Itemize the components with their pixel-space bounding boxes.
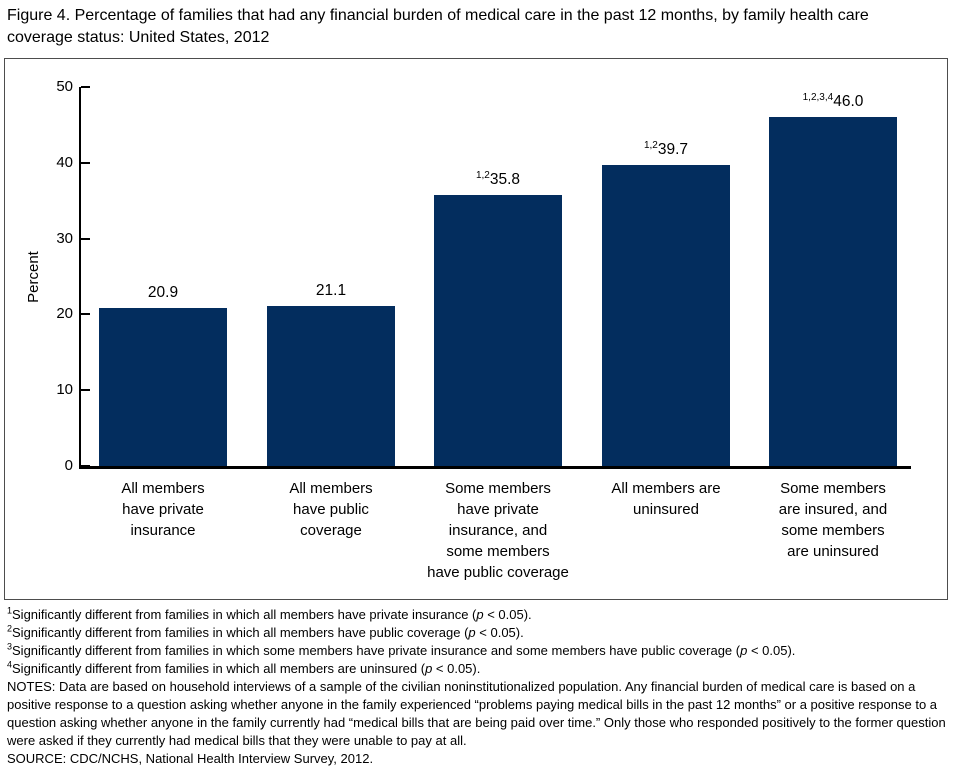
y-tick: [81, 237, 90, 240]
y-tick: [81, 465, 90, 467]
x-tick-label: Some members are insured, and some membe…: [778, 480, 888, 560]
y-tick: [81, 86, 90, 88]
bar-value-label: 1,2,3,446.0: [802, 91, 864, 110]
bar: [602, 165, 730, 466]
bar: [769, 117, 897, 466]
footnotes: 1Significantly different from families i…: [7, 606, 953, 678]
bar-value-label: 20.9: [147, 284, 179, 301]
y-tick: [81, 313, 90, 316]
y-tick-label: 20: [56, 305, 73, 323]
footnote-line: 2Significantly different from families i…: [7, 623, 524, 640]
x-axis-line: [79, 466, 911, 469]
y-tick-label: 30: [56, 229, 73, 247]
bar-value-label: 1,239.7: [643, 139, 689, 158]
y-tick: [81, 389, 90, 392]
x-tick-label: All members have private insurance: [121, 480, 205, 539]
y-tick-label: 50: [56, 78, 73, 95]
y-tick-label: 40: [56, 153, 73, 171]
x-tick-label: All members have public coverage: [289, 480, 373, 539]
y-axis-line: [79, 87, 81, 468]
bar: [99, 308, 227, 466]
notes-text: NOTES: Data are based on household inter…: [7, 679, 946, 748]
bar: [434, 195, 562, 466]
bar-value-label: 1,235.8: [475, 169, 521, 188]
x-tick-label: Some members have private insurance, and…: [427, 480, 569, 581]
source-text: SOURCE: CDC/NCHS, National Health Interv…: [7, 751, 374, 766]
footnote-line: 4Significantly different from families i…: [7, 659, 481, 676]
bar-value-label: 21.1: [315, 282, 347, 299]
chart-box: Percent 0 10 20 30 40 50 20.9 21.1 1,235.8 1,239…: [4, 58, 948, 600]
x-tick-label: All members are uninsured: [611, 480, 721, 518]
y-tick-label: 10: [56, 381, 73, 399]
bar: [267, 306, 395, 466]
figure-title: Figure 4. Percentage of families that ha…: [7, 7, 869, 46]
y-tick-label: 0: [64, 457, 73, 474]
footnote-line: 3Significantly different from families i…: [7, 641, 796, 658]
footnote-line: 1Significantly different from families i…: [7, 605, 532, 622]
y-tick: [81, 161, 90, 164]
footnote-block: 1Significantly different from families i…: [7, 606, 953, 768]
